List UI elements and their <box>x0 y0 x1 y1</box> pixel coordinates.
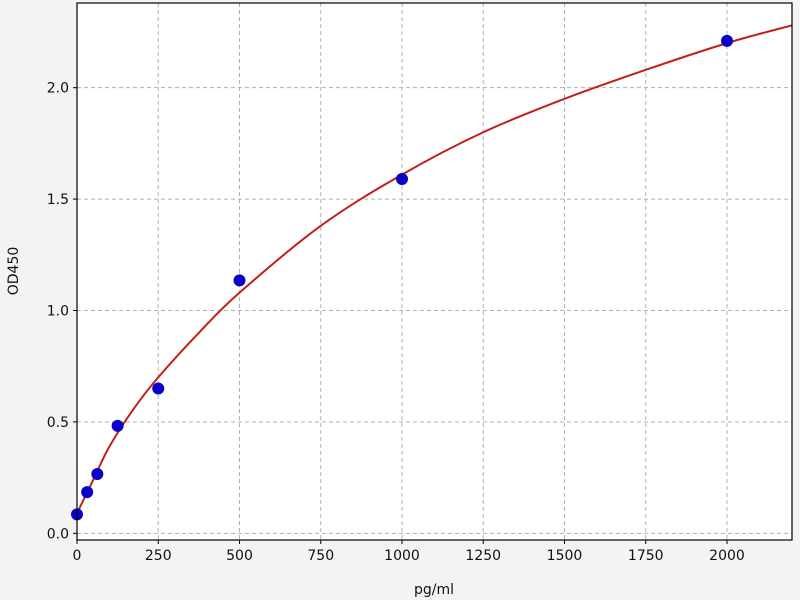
x-axis-label: pg/ml <box>414 582 454 598</box>
y-tick-label: 2.0 <box>47 81 69 97</box>
x-tick-label: 1500 <box>547 548 583 564</box>
data-point <box>721 34 733 47</box>
data-point <box>81 486 94 499</box>
data-point <box>233 274 246 287</box>
x-tick-label: 1250 <box>465 548 501 564</box>
y-tick-label: 1.0 <box>47 303 69 319</box>
plot-area <box>77 3 792 540</box>
data-point <box>91 468 104 481</box>
y-tick-label: 0.5 <box>47 415 69 431</box>
data-point <box>152 382 165 395</box>
axes-frame <box>76 2 793 541</box>
x-tick-label: 250 <box>145 548 172 564</box>
x-tick-label: 1750 <box>628 548 664 564</box>
fit-curve-line <box>76 24 793 514</box>
x-tick-label: 0 <box>73 548 82 564</box>
x-tick-label: 1000 <box>384 548 420 564</box>
data-point <box>396 173 408 186</box>
x-tick-label: 2000 <box>709 548 745 564</box>
x-tick-label: 750 <box>307 548 334 564</box>
x-tick-label: 500 <box>226 548 253 564</box>
y-tick-label: 1.5 <box>47 192 69 208</box>
data-point <box>111 419 124 432</box>
y-tick-label: 0.0 <box>47 526 69 542</box>
y-axis-label: OD450 <box>6 247 22 296</box>
